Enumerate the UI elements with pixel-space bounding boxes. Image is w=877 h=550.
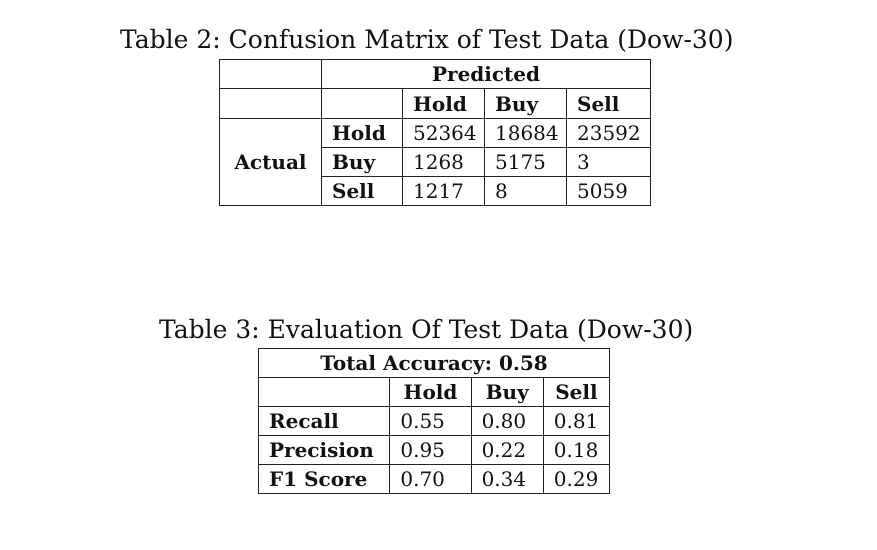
row-header-buy: Buy [321,147,403,177]
table-cell: 0.81 [542,406,611,436]
table-row: Sell 1217 8 5059 [220,176,652,206]
empty-cell [219,59,322,89]
actual-header: Actual [219,118,322,206]
table-row: Total Accuracy: 0.58 [258,348,610,378]
row-header-hold: Hold [321,118,403,148]
table-cell: 0.70 [389,464,472,494]
table3-caption: Table 3: Evaluation Of Test Data (Dow-30… [159,315,694,344]
table-cell: 1268 [402,147,485,177]
table-cell: 5175 [484,147,567,177]
empty-cell [321,88,403,119]
table-cell: 0.55 [389,406,472,436]
table-cell: 0.95 [389,435,472,465]
table-cell: 0.34 [470,464,544,494]
row-header-recall: Recall [257,406,391,436]
column-header-sell: Sell [565,88,652,119]
column-header-buy: Buy [484,88,567,119]
table-cell: 3 [565,147,652,177]
table-cell: 5059 [565,176,652,206]
column-header-buy: Buy [470,377,544,407]
evaluation-table: Total Accuracy: 0.58 Hold Buy Sell Recal… [257,348,611,494]
confusion-matrix-table: Predicted Hold Buy Sell Actual Hold 5236… [219,59,652,206]
empty-cell [257,377,391,407]
table-row: Precision 0.95 0.22 0.18 [257,435,611,465]
table-cell: 23592 [565,118,652,148]
table-cell: 0.29 [542,464,611,494]
table-row: Actual Hold 52364 18684 23592 [219,118,652,206]
table-cell: 1217 [402,176,485,206]
table-cell: 0.18 [542,435,611,465]
column-header-sell: Sell [542,377,611,407]
row-header-f1-score: F1 Score [257,464,391,494]
table-cell: 52364 [402,118,485,148]
row-header-precision: Precision [257,435,391,465]
table-row: Hold Buy Sell [257,377,611,407]
total-accuracy-header: Total Accuracy: 0.58 [258,348,610,378]
empty-cell [219,88,322,119]
table-row: Recall 0.55 0.80 0.81 [257,406,611,436]
table-cell: 8 [484,176,567,206]
table-row: Hold Buy Sell [219,88,652,119]
table-cell: 0.80 [470,406,544,436]
table-cell: 0.22 [470,435,544,465]
table-cell: 18684 [484,118,567,148]
row-header-sell: Sell [321,176,403,206]
table2-caption: Table 2: Confusion Matrix of Test Data (… [120,25,734,54]
predicted-header: Predicted [320,59,652,89]
column-header-hold: Hold [389,377,472,407]
table-row: Predicted [219,59,652,89]
column-header-hold: Hold [402,88,485,119]
table-row: F1 Score 0.70 0.34 0.29 [257,464,611,494]
